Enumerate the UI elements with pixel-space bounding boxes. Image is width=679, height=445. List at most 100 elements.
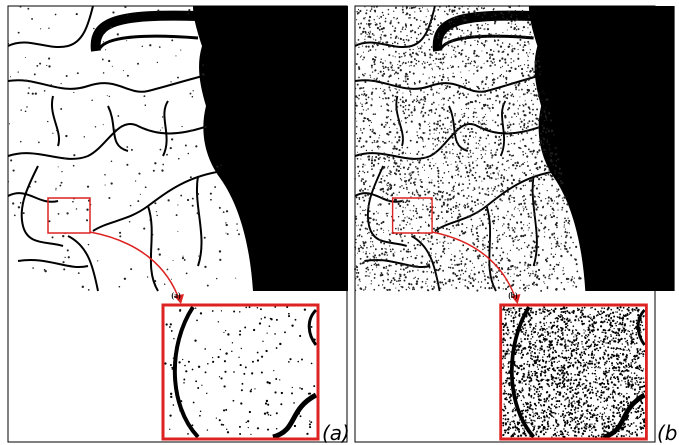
- inset-speckle: [548, 400, 549, 402]
- speckle: [543, 281, 544, 282]
- speckle: [47, 121, 48, 122]
- speckle: [536, 124, 538, 126]
- speckle: [402, 147, 403, 148]
- inset-speckle: [537, 364, 538, 365]
- speckle: [452, 153, 453, 154]
- speckle: [489, 107, 491, 109]
- speckle: [392, 43, 393, 45]
- speckle: [381, 34, 382, 35]
- speckle: [524, 41, 526, 43]
- speckle: [385, 18, 386, 19]
- speckle: [451, 28, 453, 30]
- speckle: [495, 121, 497, 123]
- speckle: [190, 176, 192, 178]
- inset-speckle: [636, 433, 638, 435]
- inset-speckle: [533, 427, 535, 429]
- speckle: [453, 73, 454, 74]
- speckle: [514, 34, 516, 36]
- speckle: [546, 119, 547, 120]
- inset-speckle: [571, 344, 573, 346]
- speckle: [480, 137, 481, 138]
- speckle: [387, 80, 389, 82]
- inset-speckle: [591, 351, 592, 352]
- speckle: [366, 102, 368, 104]
- speckle: [219, 207, 221, 209]
- speckle: [371, 98, 372, 99]
- speckle: [520, 126, 522, 128]
- inset-speckle: [183, 379, 185, 381]
- inset-speckle: [523, 429, 524, 430]
- speckle: [458, 87, 460, 89]
- speckle: [405, 80, 407, 82]
- inset-speckle: [602, 407, 603, 408]
- speckle: [452, 136, 454, 138]
- speckle: [436, 127, 438, 129]
- speckle: [501, 13, 502, 14]
- inset-speckle: [601, 418, 603, 420]
- speckle: [557, 238, 558, 239]
- inset-speckle: [574, 319, 576, 321]
- speckle: [379, 18, 380, 19]
- inset-speckle: [534, 352, 535, 353]
- inset-speckle: [521, 400, 522, 401]
- speckle: [385, 66, 387, 68]
- speckle: [455, 287, 457, 289]
- speckle: [355, 254, 356, 255]
- speckle: [498, 174, 499, 175]
- speckle: [480, 91, 482, 93]
- speckle: [34, 73, 36, 75]
- inset-speckle: [591, 423, 592, 424]
- speckle: [368, 35, 370, 37]
- speckle: [445, 87, 447, 89]
- speckle: [403, 39, 405, 41]
- speckle: [551, 243, 552, 244]
- inset-speckle: [621, 380, 622, 381]
- speckle: [360, 213, 361, 214]
- inset-speckle: [584, 430, 586, 432]
- speckle: [460, 274, 461, 276]
- inset-speckle: [537, 417, 539, 419]
- speckle: [46, 65, 47, 66]
- inset-speckle: [543, 306, 544, 307]
- speckle: [398, 203, 400, 205]
- inset-speckle: [231, 351, 232, 352]
- speckle: [470, 209, 472, 211]
- speckle: [511, 175, 513, 177]
- inset-speckle: [541, 326, 542, 327]
- speckle: [567, 218, 568, 219]
- speckle: [416, 41, 418, 43]
- inset-speckle: [597, 329, 599, 331]
- speckle: [525, 198, 526, 200]
- speckle: [416, 212, 418, 214]
- inset-speckle: [596, 376, 597, 377]
- speckle: [488, 191, 489, 192]
- speckle: [164, 284, 165, 285]
- speckle: [477, 44, 478, 45]
- speckle: [366, 99, 367, 100]
- speckle: [515, 84, 516, 85]
- speckle: [430, 21, 432, 23]
- speckle: [470, 33, 472, 35]
- speckle: [469, 215, 471, 217]
- inset-speckle: [264, 317, 266, 319]
- speckle: [464, 122, 466, 124]
- speckle: [511, 14, 512, 16]
- speckle: [466, 171, 468, 173]
- inset-speckle: [608, 307, 610, 309]
- inset-speckle: [238, 357, 239, 358]
- speckle: [523, 200, 525, 202]
- speckle: [412, 228, 413, 229]
- speckle: [395, 37, 397, 39]
- speckle: [389, 188, 391, 190]
- speckle: [555, 239, 556, 240]
- inset-speckle: [517, 344, 519, 346]
- speckle: [556, 227, 558, 229]
- inset-speckle: [515, 429, 516, 431]
- speckle: [123, 70, 124, 71]
- inset-speckle: [508, 401, 510, 403]
- speckle: [479, 140, 481, 142]
- speckle: [512, 164, 514, 166]
- speckle: [467, 175, 469, 177]
- speckle: [495, 136, 497, 138]
- inset-speckle: [577, 411, 578, 412]
